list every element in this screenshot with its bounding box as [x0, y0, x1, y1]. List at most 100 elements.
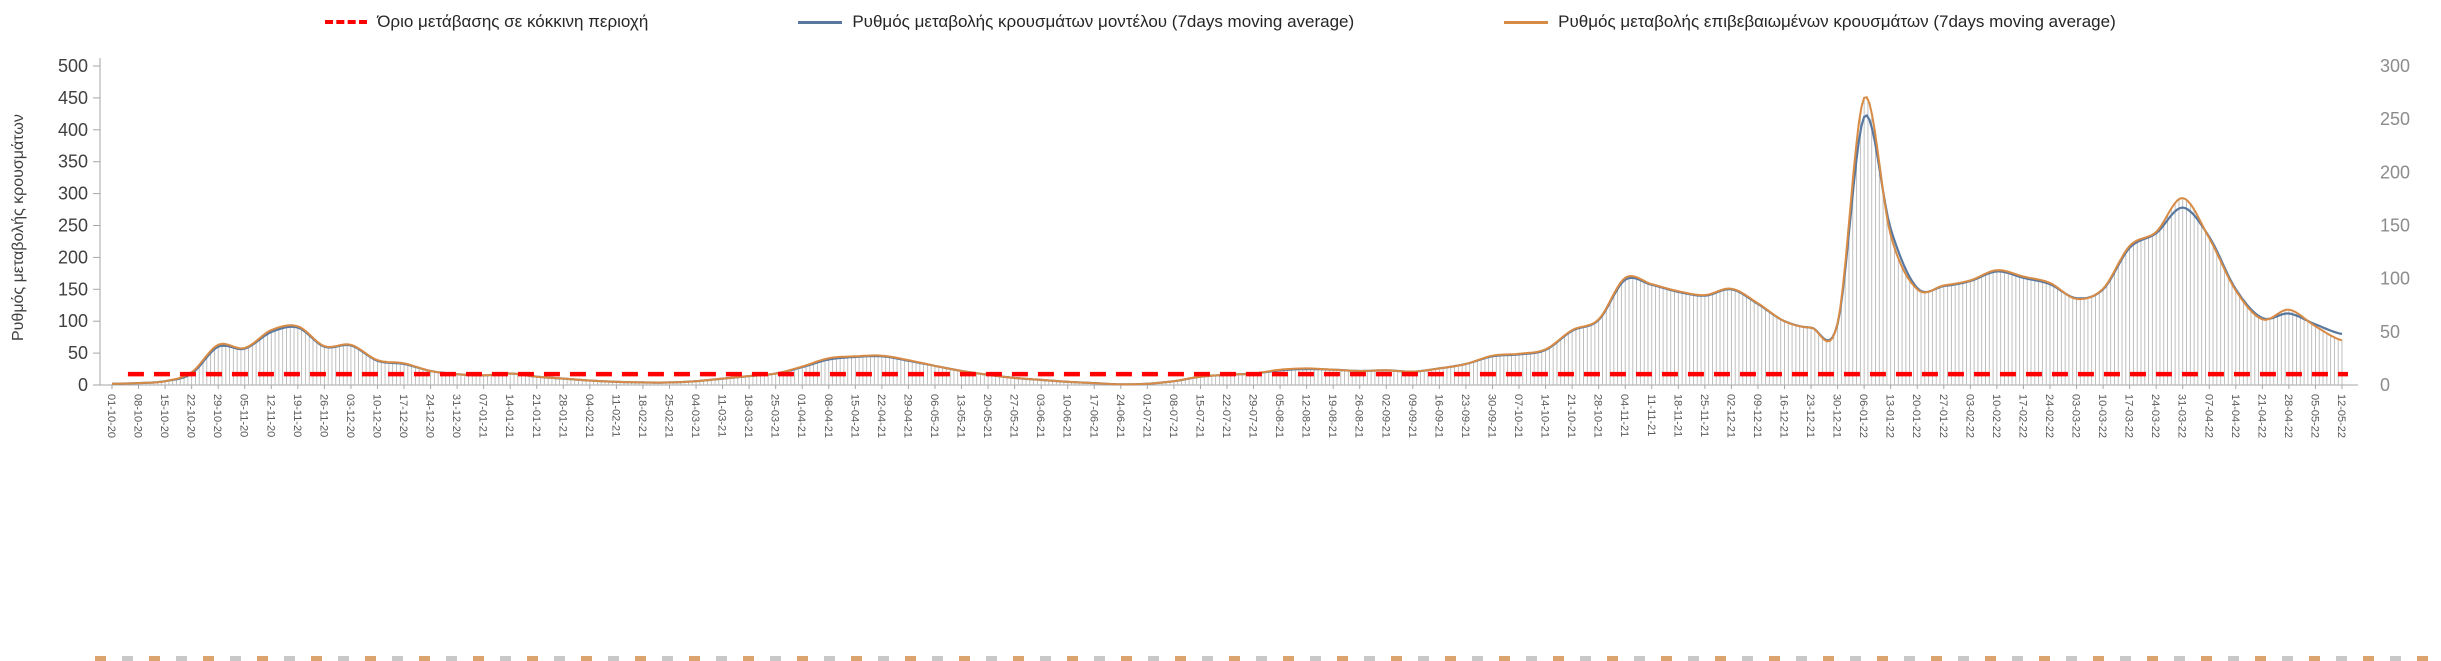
x-tick-label: 03-03-22: [2070, 394, 2082, 438]
x-tick-label: 30-09-21: [1485, 394, 1497, 438]
x-tick-label: 27-05-21: [1008, 394, 1020, 438]
x-tick-label: 29-07-21: [1247, 394, 1259, 438]
x-tick-label: 29-10-20: [211, 394, 223, 438]
x-tick-label: 05-08-21: [1273, 394, 1285, 438]
x-tick-label: 24-06-21: [1114, 394, 1126, 438]
x-tick-label: 10-02-22: [1990, 394, 2002, 438]
confirmed-line: [112, 96, 2343, 386]
x-tick-label: 18-11-21: [1671, 394, 1683, 437]
x-tick-label: 27-01-22: [1937, 394, 1949, 438]
x-tick-label: 17-06-21: [1087, 394, 1099, 438]
x-tick-label: 01-10-20: [105, 394, 117, 438]
x-tick-label: 28-04-22: [2282, 394, 2294, 438]
legend: Όριο μετάβασης σε κόκκινη περιοχή Ρυθμός …: [0, 12, 2441, 32]
x-tick-label: 05-05-22: [2308, 394, 2320, 438]
x-tick-label: 31-03-22: [2176, 394, 2188, 438]
x-tick-label: 10-06-21: [1061, 394, 1073, 438]
x-tick-label: 03-06-21: [1034, 394, 1046, 438]
x-tick-label: 28-01-21: [556, 394, 568, 438]
y-axis-left-ticks: 0 50 100 150 200 250 300 350 400 450 500: [58, 56, 100, 395]
x-tick-label: 01-04-21: [795, 394, 807, 438]
x-tick-label: 07-10-21: [1512, 394, 1524, 438]
x-tick-label: 23-09-21: [1459, 394, 1471, 438]
x-tick-label: 10-12-20: [370, 394, 382, 438]
y-left-tick-label: 450: [58, 88, 88, 108]
x-tick-label: 20-05-21: [981, 394, 993, 438]
threshold-dash-marker: [325, 20, 368, 24]
x-tick-label: 10-03-22: [2096, 394, 2108, 438]
y-left-tick-label: 0: [78, 375, 88, 395]
x-tick-label: 02-09-21: [1379, 394, 1391, 438]
x-tick-label: 19-08-21: [1326, 394, 1338, 438]
x-tick-label: 21-10-21: [1565, 394, 1577, 438]
x-tick-label: 17-02-22: [2016, 394, 2028, 438]
x-tick-label: 15-10-20: [158, 394, 170, 438]
daily-bars: [111, 97, 2343, 385]
x-tick-label: 11-03-21: [716, 394, 728, 437]
x-tick-label: 30-12-21: [1831, 394, 1843, 438]
x-tick-label: 22-10-20: [185, 394, 197, 438]
y-right-tick-label: 300: [2380, 56, 2410, 76]
confirmed-line-marker: [1504, 20, 1549, 24]
x-tick-label: 18-02-21: [636, 394, 648, 438]
x-tick-label: 06-05-21: [928, 394, 940, 438]
y-right-tick-label: 0: [2380, 375, 2390, 395]
legend-item-confirmed: Ρυθμός μεταβολής επιβεβαιωμένων κρουσμάτ…: [1504, 12, 2116, 32]
x-tick-label: 12-11-20: [264, 394, 276, 437]
x-tick-label: 12-05-22: [2335, 394, 2347, 438]
x-tick-label: 22-04-21: [875, 394, 887, 438]
x-tick-label: 04-11-21: [1618, 394, 1630, 437]
x-tick-label: 26-08-21: [1353, 394, 1365, 438]
x-tick-label: 23-12-21: [1804, 394, 1816, 438]
x-axis-labels: 01-10-20 08-10-20 15-10-20 22-10-20 29-10-20…: [105, 385, 2347, 438]
x-tick-label: 28-10-21: [1592, 394, 1604, 438]
x-tick-label: 04-02-21: [583, 394, 595, 438]
y-right-tick-label: 250: [2380, 109, 2410, 129]
legend-label: Ρυθμός μεταβολής επιβεβαιωμένων κρουσμάτ…: [1558, 12, 2116, 31]
legend-label: Ρυθμός μεταβολής κρουσμάτων μοντέλου (7d…: [852, 12, 1355, 31]
y-left-tick-label: 100: [58, 311, 88, 331]
x-tick-label: 07-01-21: [477, 394, 489, 438]
y-left-tick-label: 300: [58, 184, 88, 204]
clipped-bottom-row: [95, 656, 2437, 661]
x-tick-label: 14-01-21: [503, 394, 515, 438]
x-tick-label: 19-11-20: [291, 394, 303, 437]
y-left-tick-label: 350: [58, 152, 88, 172]
x-tick-label: 25-02-21: [663, 394, 675, 438]
x-tick-label: 08-04-21: [822, 394, 834, 438]
x-tick-label: 22-07-21: [1220, 394, 1232, 438]
y-left-tick-label: 250: [58, 216, 88, 236]
x-tick-label: 14-04-22: [2229, 394, 2241, 438]
x-tick-label: 21-04-22: [2255, 394, 2267, 438]
x-tick-label: 16-09-21: [1432, 394, 1444, 438]
y-left-tick-label: 500: [58, 56, 88, 76]
x-tick-label: 12-08-21: [1300, 394, 1312, 438]
x-tick-label: 08-07-21: [1167, 394, 1179, 438]
x-tick-label: 25-03-21: [769, 394, 781, 438]
x-tick-label: 05-11-20: [238, 394, 250, 437]
x-tick-label: 02-12-21: [1724, 394, 1736, 438]
y-axis-title: Ρυθμός μεταβολής κρουσμάτων: [10, 114, 27, 341]
x-tick-label: 24-03-22: [2149, 394, 2161, 438]
x-tick-label: 15-04-21: [848, 394, 860, 438]
x-tick-label: 24-02-22: [2043, 394, 2055, 438]
x-tick-label: 09-12-21: [1751, 394, 1763, 438]
y-right-tick-label: 150: [2380, 216, 2410, 236]
x-tick-label: 03-02-22: [1963, 394, 1975, 438]
y-right-tick-label: 100: [2380, 269, 2410, 289]
x-tick-label: 16-12-21: [1778, 394, 1790, 438]
x-tick-label: 25-11-21: [1698, 394, 1710, 437]
x-tick-label: 17-03-22: [2123, 394, 2135, 438]
x-tick-label: 18-03-21: [742, 394, 754, 438]
x-tick-label: 06-01-22: [1857, 394, 1869, 438]
x-tick-label: 14-10-21: [1539, 394, 1551, 438]
y-left-tick-label: 400: [58, 120, 88, 140]
x-tick-label: 15-07-21: [1193, 394, 1205, 438]
model-line-marker: [798, 20, 843, 24]
y-right-tick-label: 200: [2380, 162, 2410, 182]
x-tick-label: 31-12-20: [450, 394, 462, 438]
model-line: [112, 114, 2343, 386]
x-tick-label: 11-02-21: [609, 394, 621, 437]
x-tick-label: 17-12-20: [397, 394, 409, 438]
